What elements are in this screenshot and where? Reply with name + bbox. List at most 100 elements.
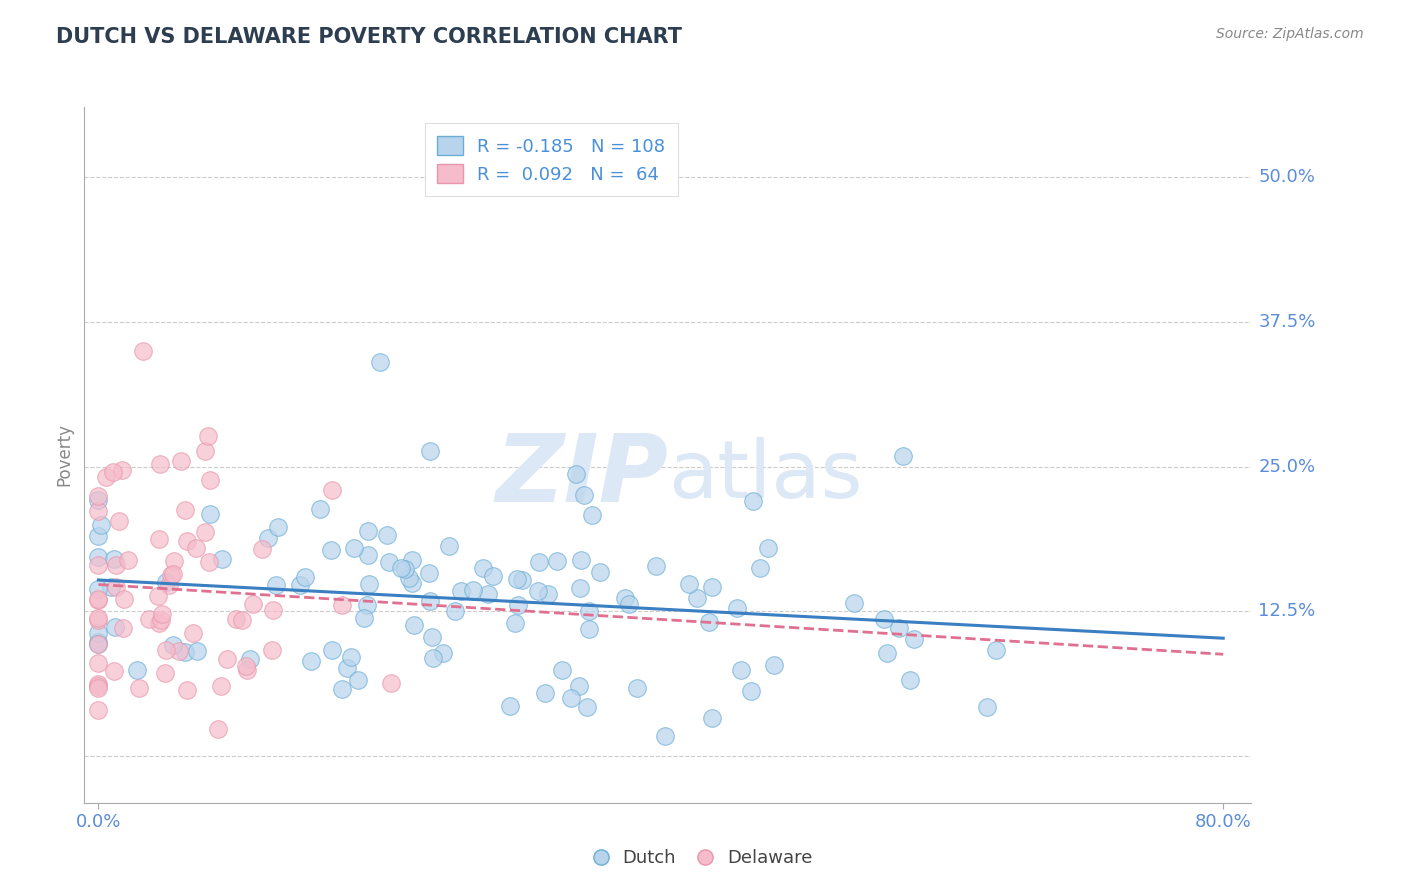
- Point: [87, 626, 110, 640]
- Point: [264, 578, 287, 592]
- Point: [128, 681, 150, 695]
- Point: [148, 615, 170, 630]
- Point: [157, 577, 180, 591]
- Point: [477, 586, 499, 600]
- Point: [299, 654, 322, 668]
- Point: [419, 594, 441, 608]
- Point: [437, 539, 460, 553]
- Point: [288, 578, 311, 592]
- Point: [613, 591, 636, 605]
- Point: [499, 698, 522, 713]
- Point: [87, 489, 110, 503]
- Point: [626, 681, 648, 695]
- Point: [510, 573, 533, 587]
- Point: [183, 626, 205, 640]
- Point: [117, 553, 139, 567]
- Point: [198, 474, 221, 488]
- Point: [560, 690, 582, 705]
- Point: [100, 580, 122, 594]
- Point: [527, 584, 550, 599]
- Point: [749, 561, 772, 575]
- Point: [90, 517, 112, 532]
- Point: [169, 644, 191, 658]
- Point: [380, 676, 402, 690]
- Point: [700, 711, 723, 725]
- Point: [444, 604, 467, 618]
- Point: [87, 582, 110, 596]
- Point: [186, 541, 208, 555]
- Point: [194, 443, 217, 458]
- Point: [104, 620, 127, 634]
- Point: [127, 663, 149, 677]
- Point: [527, 556, 550, 570]
- Point: [401, 552, 423, 566]
- Point: [537, 587, 560, 601]
- Point: [146, 589, 169, 603]
- Point: [375, 528, 398, 542]
- Point: [450, 583, 472, 598]
- Point: [155, 574, 177, 589]
- Point: [176, 534, 198, 549]
- Point: [105, 581, 128, 595]
- Y-axis label: Poverty: Poverty: [55, 424, 73, 486]
- Point: [398, 572, 420, 586]
- Point: [211, 552, 233, 566]
- Point: [353, 611, 375, 625]
- Point: [887, 621, 910, 635]
- Point: [678, 577, 700, 591]
- Point: [763, 658, 786, 673]
- Point: [378, 555, 401, 569]
- Point: [87, 681, 110, 695]
- Point: [572, 488, 595, 502]
- Point: [87, 558, 110, 573]
- Point: [976, 700, 998, 714]
- Point: [419, 443, 441, 458]
- Point: [162, 566, 184, 581]
- Point: [176, 682, 198, 697]
- Point: [112, 621, 135, 635]
- Point: [891, 449, 914, 463]
- Point: [505, 615, 527, 630]
- Point: [153, 665, 176, 680]
- Point: [257, 531, 280, 545]
- Text: atlas: atlas: [668, 437, 862, 515]
- Point: [546, 554, 568, 568]
- Point: [87, 611, 110, 625]
- Point: [330, 682, 353, 697]
- Point: [87, 637, 110, 651]
- Point: [569, 553, 592, 567]
- Point: [589, 565, 612, 579]
- Point: [294, 570, 316, 584]
- Point: [568, 680, 591, 694]
- Point: [96, 469, 118, 483]
- Point: [844, 596, 866, 610]
- Point: [357, 524, 380, 538]
- Text: Source: ZipAtlas.com: Source: ZipAtlas.com: [1216, 27, 1364, 41]
- Point: [898, 673, 921, 688]
- Point: [87, 613, 110, 627]
- Point: [149, 613, 172, 627]
- Point: [461, 582, 484, 597]
- Point: [619, 598, 641, 612]
- Point: [105, 558, 128, 572]
- Point: [697, 615, 720, 630]
- Point: [578, 604, 600, 618]
- Point: [432, 646, 454, 660]
- Point: [741, 493, 763, 508]
- Point: [368, 354, 391, 368]
- Point: [725, 601, 748, 615]
- Point: [740, 684, 762, 698]
- Point: [207, 723, 229, 737]
- Point: [87, 635, 110, 649]
- Point: [150, 607, 173, 621]
- Point: [87, 591, 110, 606]
- Text: 50.0%: 50.0%: [1258, 168, 1315, 186]
- Point: [111, 463, 134, 477]
- Point: [422, 651, 444, 665]
- Point: [576, 700, 599, 714]
- Point: [87, 703, 110, 717]
- Point: [262, 603, 284, 617]
- Point: [394, 562, 416, 576]
- Point: [162, 638, 184, 652]
- Point: [87, 529, 110, 543]
